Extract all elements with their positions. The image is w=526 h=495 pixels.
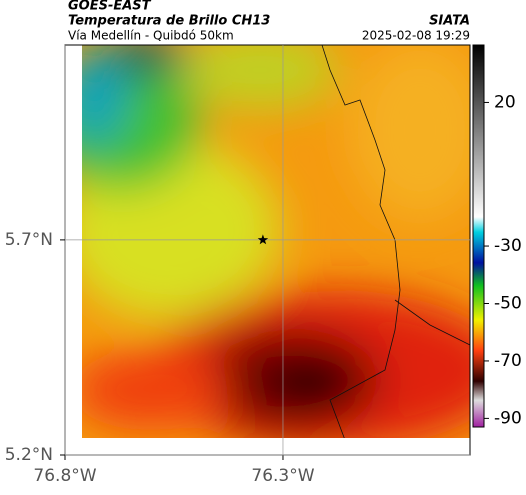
colorbar-tick-label: -30 — [494, 236, 522, 256]
source: SIATA — [429, 14, 470, 29]
colorbar — [472, 44, 485, 428]
colorbar-tick-label: -90 — [494, 408, 522, 428]
y-tick-label: 5.2°N — [5, 445, 53, 465]
subtitle: Temperatura de Brillo CH13 — [68, 14, 270, 29]
colorbar-tick-label: -70 — [494, 351, 522, 371]
route: Vía Medellín - Quibdó 50km — [68, 29, 234, 43]
location-marker — [257, 234, 269, 245]
title: GOES-EAST — [68, 0, 152, 14]
temperature-field — [82, 45, 470, 438]
x-tick-label: 76.3°W — [251, 466, 314, 486]
y-tick-label: 5.7°N — [5, 230, 53, 250]
colorbar-tick-label: -50 — [494, 293, 522, 313]
x-tick-label: 76.8°W — [33, 466, 96, 486]
datetime: 2025-02-08 19:29 — [362, 29, 470, 43]
colorbar-tick-label: 20 — [494, 92, 516, 112]
